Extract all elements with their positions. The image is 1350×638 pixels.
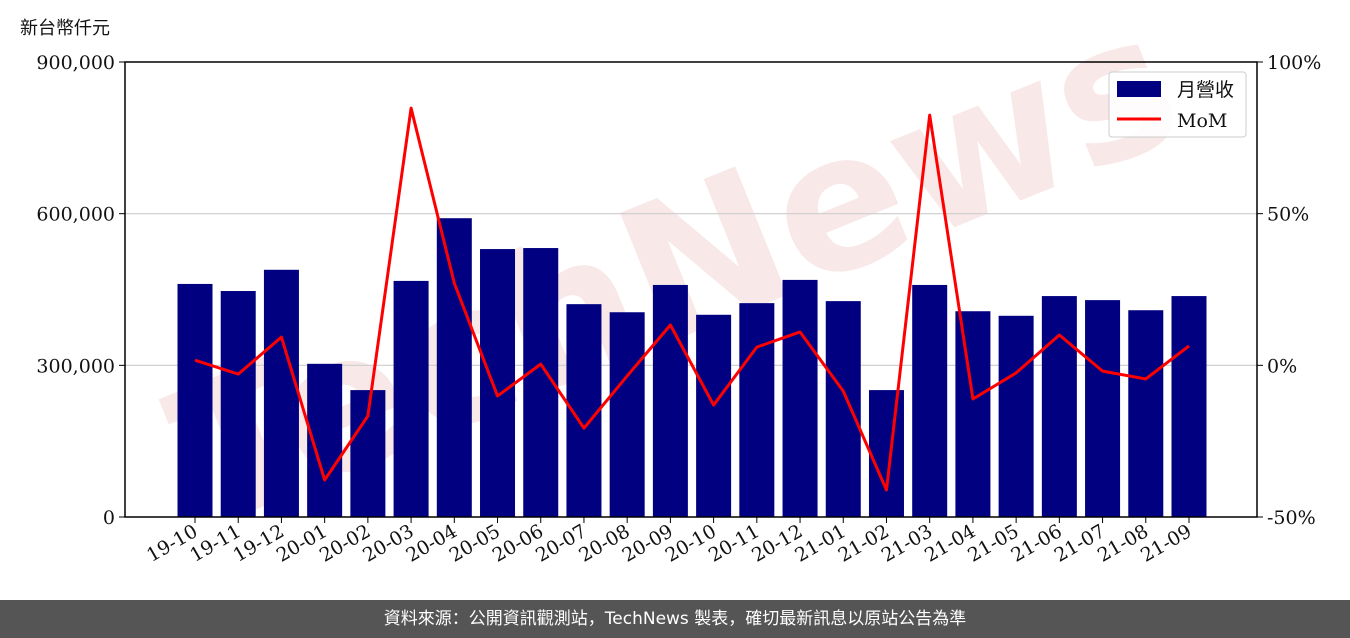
source-footer: 資料來源：公開資訊觀測站，TechNews 製表，確切最新訊息以原站公告為準 xyxy=(0,600,1350,638)
bar xyxy=(1128,310,1164,517)
bar xyxy=(825,301,861,517)
bar xyxy=(609,312,645,517)
right-tick-label: 50% xyxy=(1267,204,1309,226)
right-tick-label: 0% xyxy=(1267,355,1297,377)
plot-frame xyxy=(124,61,1258,518)
bar xyxy=(1171,296,1207,517)
left-tick-label: 300,000 xyxy=(36,355,115,377)
legend-swatch-revenue xyxy=(1117,81,1161,97)
left-tick-label: 0 xyxy=(103,507,115,529)
bar xyxy=(955,311,991,517)
bar xyxy=(480,249,516,518)
bar xyxy=(436,218,472,517)
legend-label-revenue: 月營收 xyxy=(1177,79,1234,101)
revenue-chart: TechNews0300,000600,000900,000-50%0%50%1… xyxy=(36,0,1321,570)
bar xyxy=(263,269,299,517)
bar xyxy=(220,291,256,517)
bar xyxy=(652,284,688,517)
x-tick-label: 21-09 xyxy=(1137,520,1195,566)
bar xyxy=(177,283,213,517)
bar xyxy=(912,284,948,517)
bar xyxy=(998,315,1034,517)
bar xyxy=(393,280,429,517)
legend-label-mom: MoM xyxy=(1177,110,1227,132)
left-tick-label: 600,000 xyxy=(36,204,115,226)
right-tick-label: -50% xyxy=(1267,507,1316,529)
right-tick-label: 100% xyxy=(1267,52,1321,74)
mom-line xyxy=(194,106,1190,492)
bar xyxy=(1041,296,1077,517)
left-tick-label: 900,000 xyxy=(36,52,115,74)
bar xyxy=(696,314,732,517)
bar xyxy=(739,303,775,517)
bar xyxy=(1085,300,1121,517)
bar xyxy=(782,279,818,517)
left-axis-unit: 新台幣仟元 xyxy=(20,18,110,39)
bar xyxy=(868,390,904,517)
